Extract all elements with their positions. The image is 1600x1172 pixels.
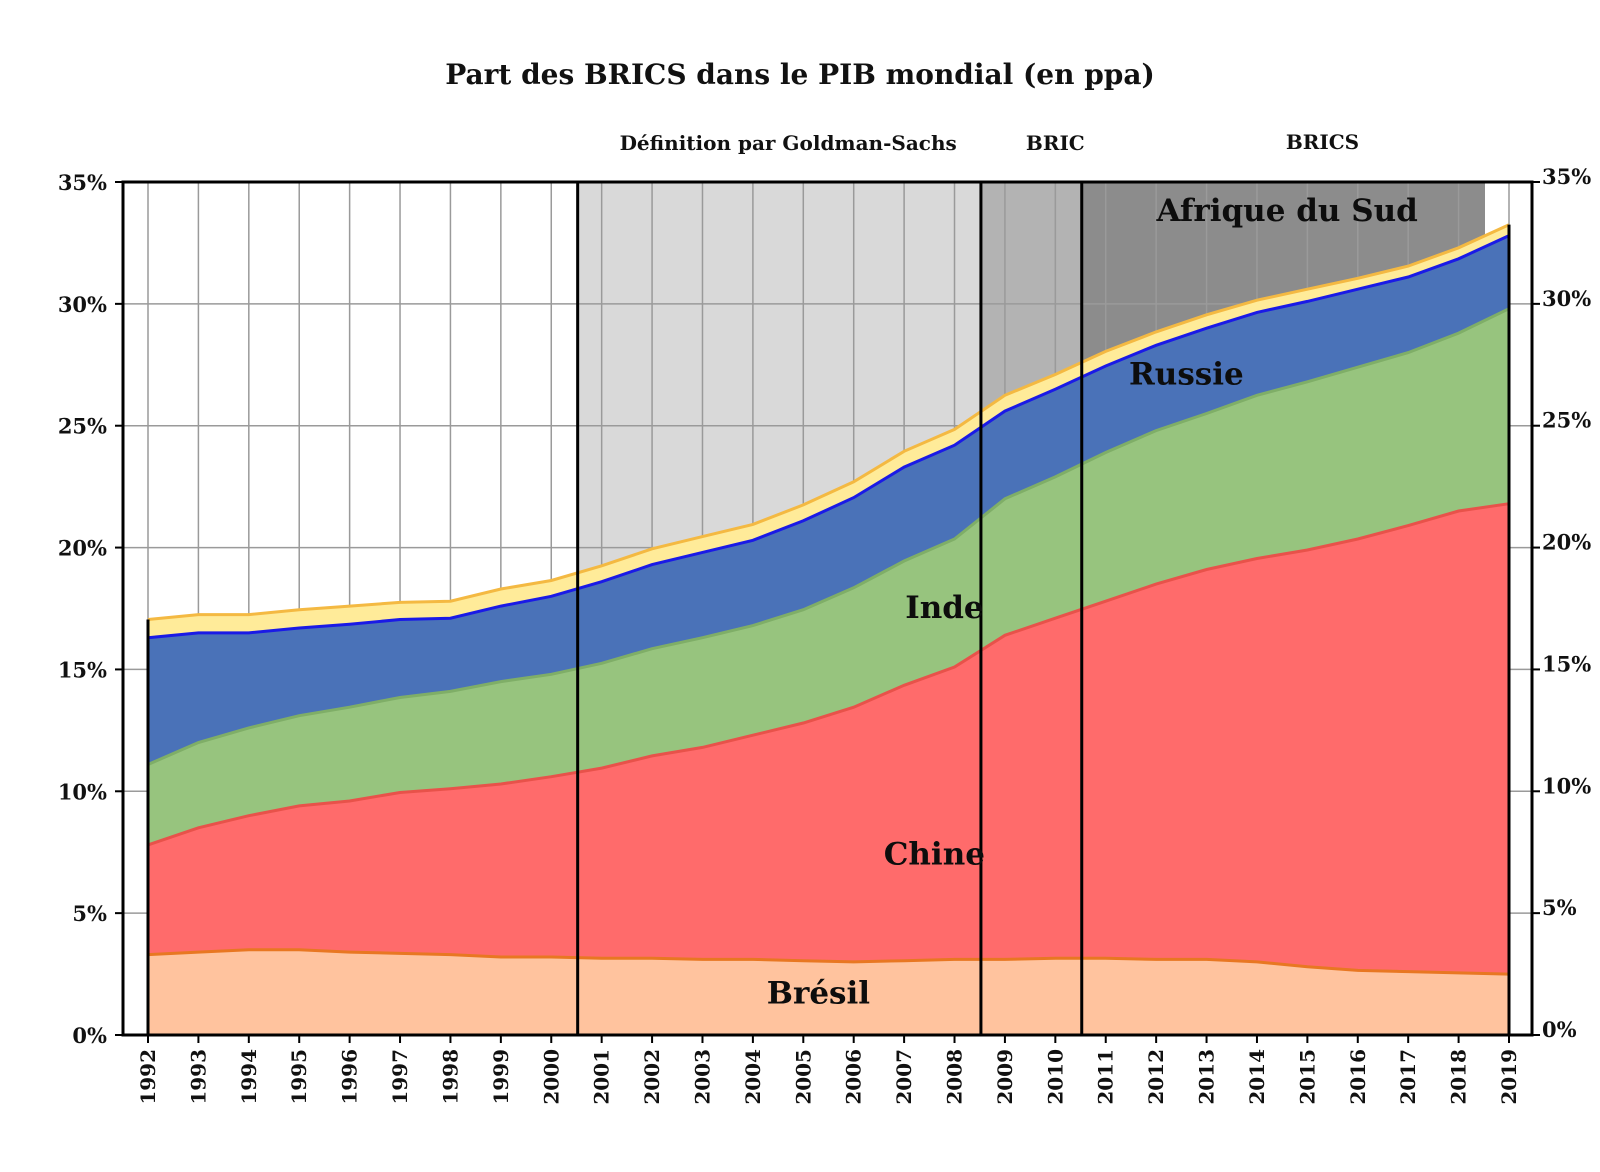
ytick-right-0: 0%: [1542, 1017, 1577, 1042]
ytick-left-5: 5%: [72, 901, 107, 926]
ytick-left-35: 35%: [58, 170, 107, 195]
period-labels: Définition par Goldman-Sachs BRIC BRICS: [620, 130, 1360, 155]
series-label-russie: Russie: [1129, 356, 1244, 392]
xtick-2000: 2000: [539, 1049, 563, 1105]
tick-labels: 0% 5% 10% 15% 20% 25% 30% 35% 0% 5% 10% 15% 20% 25% 30…: [58, 164, 1591, 1105]
series-label-inde: Inde: [905, 590, 983, 626]
xtick-1999: 1999: [489, 1049, 513, 1105]
xtick-1993: 1993: [186, 1049, 210, 1105]
series-lines: [147, 223, 1510, 976]
xtick-2015: 2015: [1295, 1049, 1319, 1105]
line-bresil: [147, 948, 1510, 976]
line-afrique-du-sud: [147, 223, 1510, 621]
area-chine: [148, 503, 1509, 975]
xtick-2018: 2018: [1447, 1049, 1471, 1105]
period-label-definition-par-goldman-sachs: Définition par Goldman-Sachs: [620, 131, 957, 155]
xtick-2017: 2017: [1396, 1049, 1420, 1105]
ytick-left-0: 0%: [72, 1023, 107, 1048]
series-label-bresil: Brésil: [767, 975, 870, 1011]
area-bresil: [148, 949, 1509, 1035]
ytick-right-35: 35%: [1542, 164, 1591, 189]
xtick-2009: 2009: [993, 1049, 1017, 1105]
ytick-left-20: 20%: [58, 536, 107, 561]
area-inde: [148, 308, 1509, 845]
xtick-2007: 2007: [892, 1049, 916, 1105]
xtick-2012: 2012: [1144, 1049, 1168, 1105]
area-russie: [148, 235, 1509, 765]
axes: [115, 180, 1540, 1043]
series-labels: Brésil Chine Inde Russie Afrique du Sud: [767, 193, 1418, 1011]
ytick-left-15: 15%: [58, 657, 107, 682]
xtick-2002: 2002: [640, 1049, 664, 1105]
xtick-2011: 2011: [1094, 1049, 1118, 1105]
xtick-1995: 1995: [287, 1049, 311, 1105]
ytick-right-20: 20%: [1542, 530, 1591, 555]
xtick-2004: 2004: [741, 1049, 765, 1105]
period-dividers: [146, 182, 1511, 1035]
xtick-2019: 2019: [1497, 1049, 1521, 1105]
line-inde: [147, 307, 1510, 766]
ytick-right-15: 15%: [1542, 651, 1591, 676]
xtick-2008: 2008: [943, 1049, 967, 1105]
xtick-2010: 2010: [1043, 1049, 1067, 1105]
xtick-2014: 2014: [1245, 1049, 1269, 1105]
xtick-1992: 1992: [136, 1049, 160, 1105]
xtick-2016: 2016: [1346, 1049, 1370, 1105]
plot-frame: [121, 180, 1534, 1037]
line-chine: [147, 502, 1510, 847]
chart-title: Part des BRICS dans le PIB mondial (en p…: [445, 58, 1155, 91]
ytick-right-30: 30%: [1542, 286, 1591, 311]
ytick-left-30: 30%: [58, 292, 107, 317]
series-label-afrique-du-sud: Afrique du Sud: [1156, 193, 1418, 229]
xtick-1997: 1997: [388, 1049, 412, 1105]
series-label-chine: Chine: [884, 836, 985, 872]
ytick-right-25: 25%: [1542, 408, 1591, 433]
ytick-left-10: 10%: [58, 779, 107, 804]
ytick-right-10: 10%: [1542, 773, 1591, 798]
period-label-bric: BRIC: [1026, 131, 1085, 155]
xtick-2001: 2001: [590, 1049, 614, 1105]
xtick-1994: 1994: [237, 1049, 261, 1105]
ytick-right-5: 5%: [1542, 895, 1577, 920]
xtick-2006: 2006: [842, 1049, 866, 1105]
xtick-2013: 2013: [1195, 1049, 1219, 1105]
xtick-1996: 1996: [338, 1049, 362, 1105]
period-label-brics: BRICS: [1286, 130, 1359, 154]
xtick-2003: 2003: [690, 1049, 714, 1105]
xtick-2005: 2005: [791, 1049, 815, 1105]
xtick-1998: 1998: [438, 1049, 462, 1105]
line-russie: [147, 234, 1510, 640]
ytick-left-25: 25%: [58, 414, 107, 439]
